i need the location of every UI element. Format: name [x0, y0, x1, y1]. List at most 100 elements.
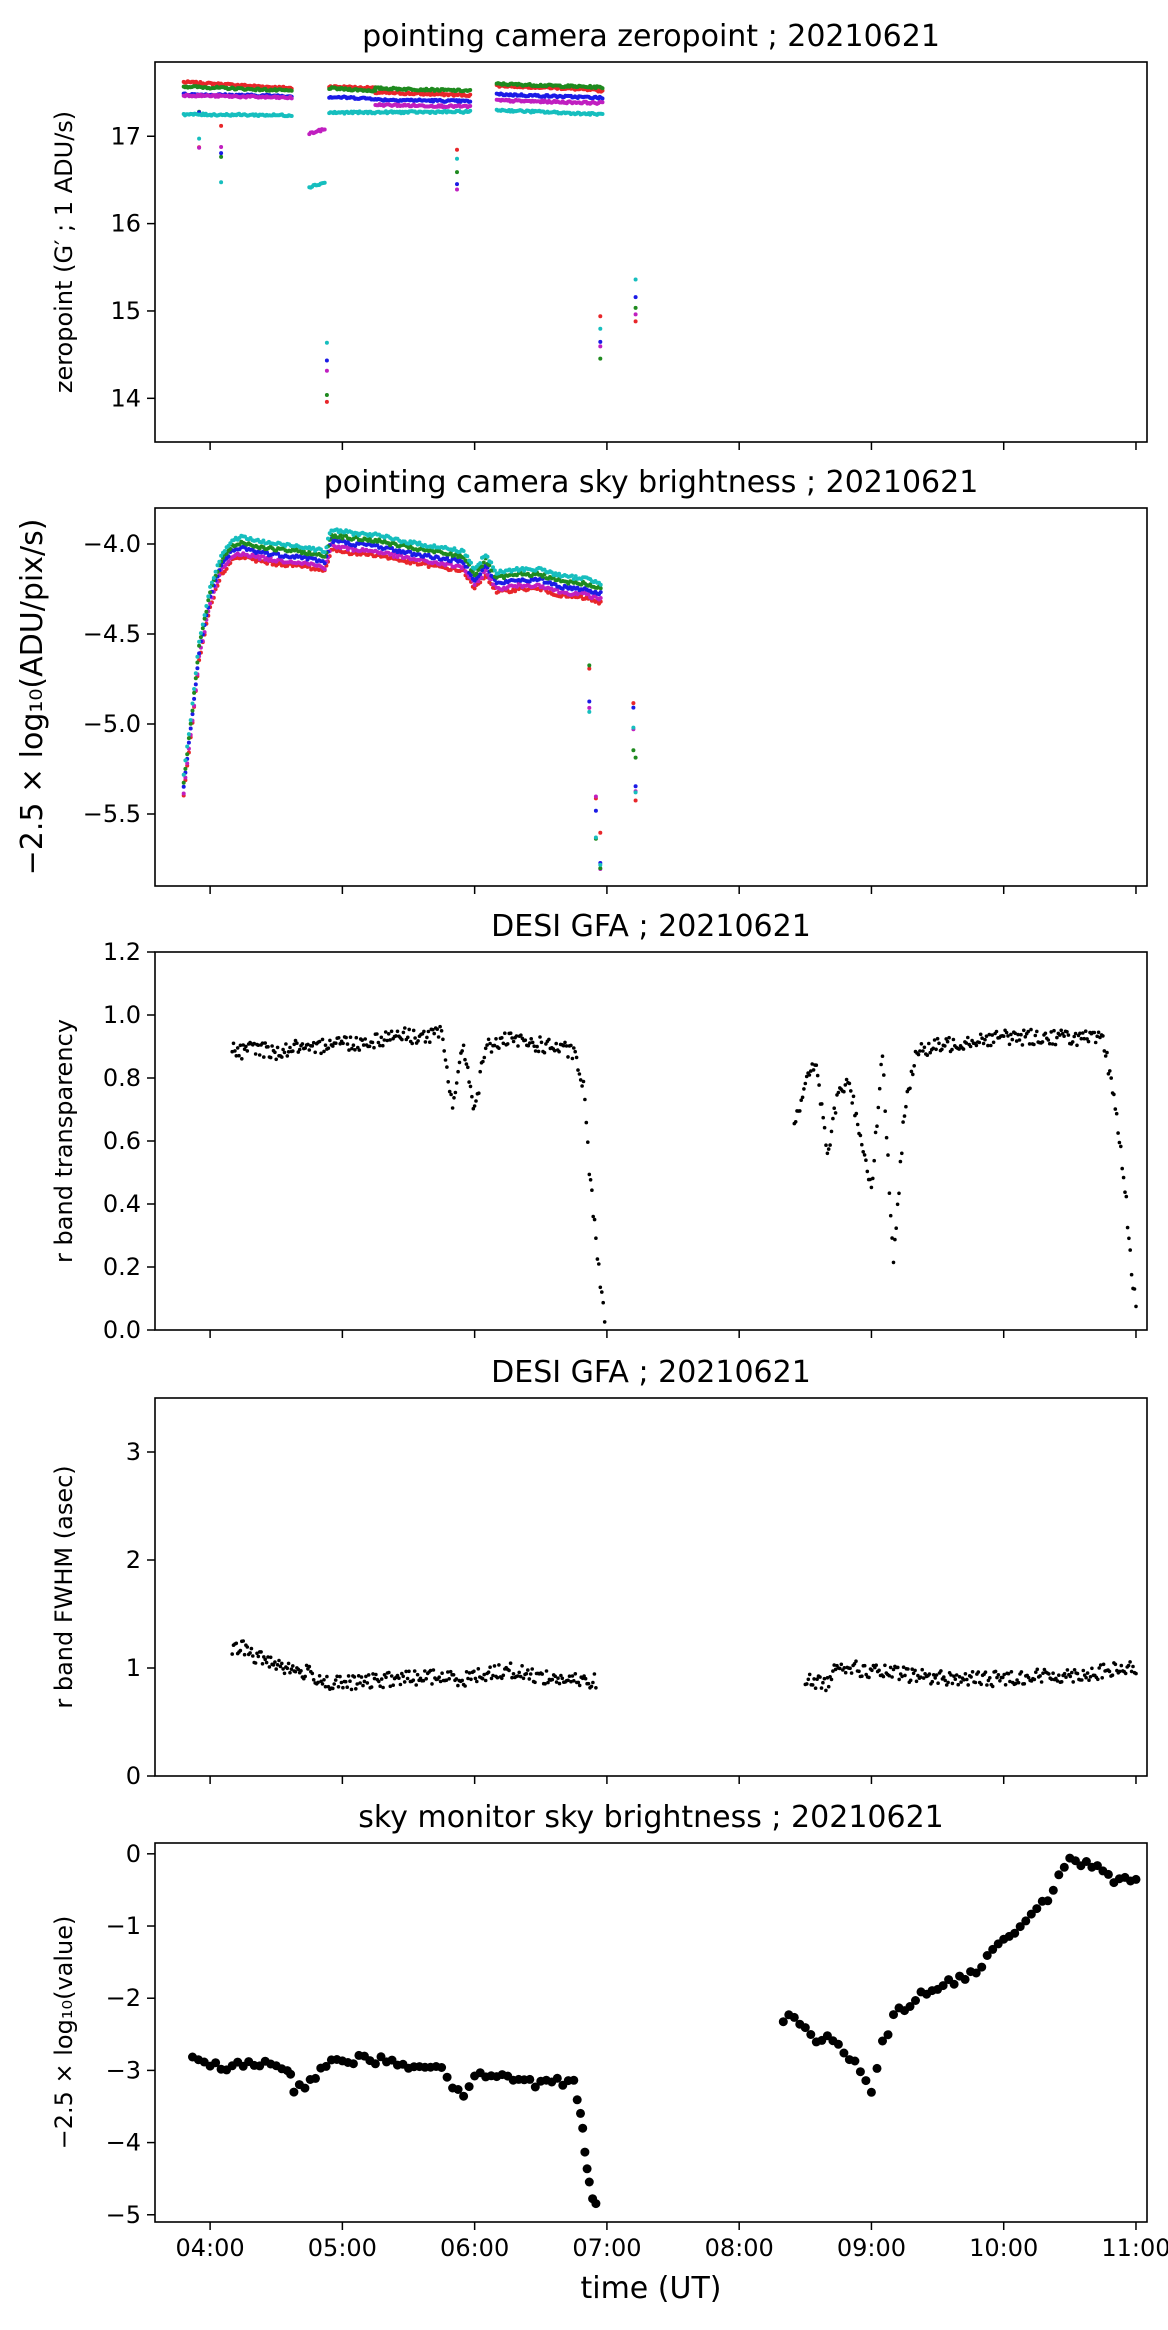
- data-point: [486, 1037, 491, 1042]
- data-point: [1021, 1916, 1031, 1926]
- data-point: [467, 1671, 472, 1675]
- data-point: [996, 1673, 1001, 1677]
- data-point: [253, 1052, 258, 1056]
- data-point: [526, 1668, 530, 1672]
- data-point: [569, 2075, 579, 2085]
- data-point: [631, 705, 636, 710]
- data-point: [486, 1670, 491, 1674]
- data-point: [806, 1677, 811, 1682]
- data-point: [1065, 1030, 1069, 1034]
- data-point: [578, 2123, 588, 2133]
- data-point: [275, 1045, 280, 1050]
- data-point: [249, 1646, 254, 1651]
- plot-frame: [154, 61, 1148, 443]
- data-point: [825, 1676, 830, 1680]
- panel-title: sky monitor sky brightness ; 20210621: [358, 1800, 944, 1835]
- data-point: [197, 643, 202, 648]
- data-point: [931, 1046, 935, 1051]
- data-point: [922, 1045, 927, 1050]
- y-tick-label: 0: [126, 1762, 141, 1790]
- data-point: [292, 1042, 297, 1047]
- data-point: [441, 1037, 445, 1042]
- data-point: [488, 1041, 492, 1046]
- data-point: [320, 1037, 325, 1042]
- data-point: [469, 573, 473, 578]
- data-point: [322, 127, 327, 132]
- data-point: [1070, 1040, 1075, 1044]
- data-point: [489, 560, 494, 565]
- data-point: [994, 1029, 999, 1034]
- data-point: [631, 701, 636, 706]
- data-point: [326, 1046, 331, 1050]
- data-point: [407, 1027, 412, 1032]
- y-tick-label: 17: [110, 122, 141, 150]
- data-point: [631, 748, 636, 753]
- data-point: [1075, 1043, 1079, 1048]
- data-point: [388, 1684, 393, 1689]
- data-point: [383, 1030, 388, 1034]
- data-point: [1019, 1670, 1024, 1674]
- data-point: [954, 1673, 959, 1677]
- plot-frame: [154, 1397, 1148, 1777]
- y-tick-label: −5: [106, 2201, 141, 2229]
- data-point: [559, 1673, 563, 1678]
- data-point: [916, 1052, 921, 1057]
- data-point: [921, 1049, 925, 1053]
- data-point: [572, 1046, 576, 1050]
- data-point: [422, 1029, 426, 1034]
- data-point: [872, 2063, 882, 2073]
- data-point: [556, 1676, 560, 1680]
- data-point: [483, 1046, 488, 1051]
- data-point: [861, 2076, 871, 2086]
- data-point: [508, 1661, 513, 1665]
- data-point: [405, 1676, 410, 1681]
- data-point: [821, 1115, 825, 1120]
- data-point: [424, 1677, 429, 1681]
- data-point: [398, 1682, 403, 1687]
- data-point: [268, 1655, 273, 1660]
- data-point: [311, 545, 316, 550]
- data-point: [385, 1038, 390, 1043]
- x-tick-label: 04:00: [176, 2234, 245, 2262]
- data-point: [526, 1043, 531, 1048]
- data-point: [965, 1677, 969, 1682]
- data-point: [577, 1683, 582, 1688]
- data-point: [1081, 1031, 1085, 1035]
- data-point: [588, 1178, 593, 1182]
- data-point: [838, 1666, 842, 1671]
- data-point: [488, 1665, 492, 1669]
- data-point: [940, 1047, 944, 1052]
- data-point: [888, 1665, 893, 1670]
- data-point: [453, 2085, 463, 2094]
- data-point: [414, 1683, 419, 1687]
- data-point: [481, 560, 486, 565]
- data-point: [1126, 1663, 1131, 1668]
- data-point: [598, 1285, 603, 1290]
- data-point: [820, 1102, 824, 1106]
- y-axis-label: −2.5 × log₁₀(ADU/pix/s): [15, 519, 50, 876]
- data-point: [902, 1114, 907, 1118]
- data-point: [633, 798, 638, 803]
- y-tick-label: −1: [106, 1912, 141, 1940]
- data-point: [197, 145, 202, 150]
- data-point: [323, 1043, 328, 1047]
- data-point: [1026, 1909, 1036, 1919]
- data-point: [1125, 1225, 1130, 1230]
- data-point: [442, 1049, 447, 1053]
- data-point: [921, 1676, 926, 1680]
- data-point: [461, 561, 466, 566]
- data-point: [358, 1681, 362, 1685]
- data-point: [322, 554, 327, 559]
- data-point: [1085, 1037, 1089, 1041]
- y-tick-label: −4.0: [83, 530, 141, 558]
- data-point: [934, 1047, 938, 1052]
- data-point: [372, 1676, 377, 1681]
- data-point: [452, 546, 457, 551]
- data-point: [219, 145, 224, 149]
- data-point: [843, 1083, 848, 1087]
- data-point: [281, 1047, 285, 1052]
- data-point: [890, 1675, 894, 1679]
- data-point: [546, 1680, 550, 1685]
- data-point: [580, 2147, 590, 2157]
- data-point: [826, 1684, 831, 1689]
